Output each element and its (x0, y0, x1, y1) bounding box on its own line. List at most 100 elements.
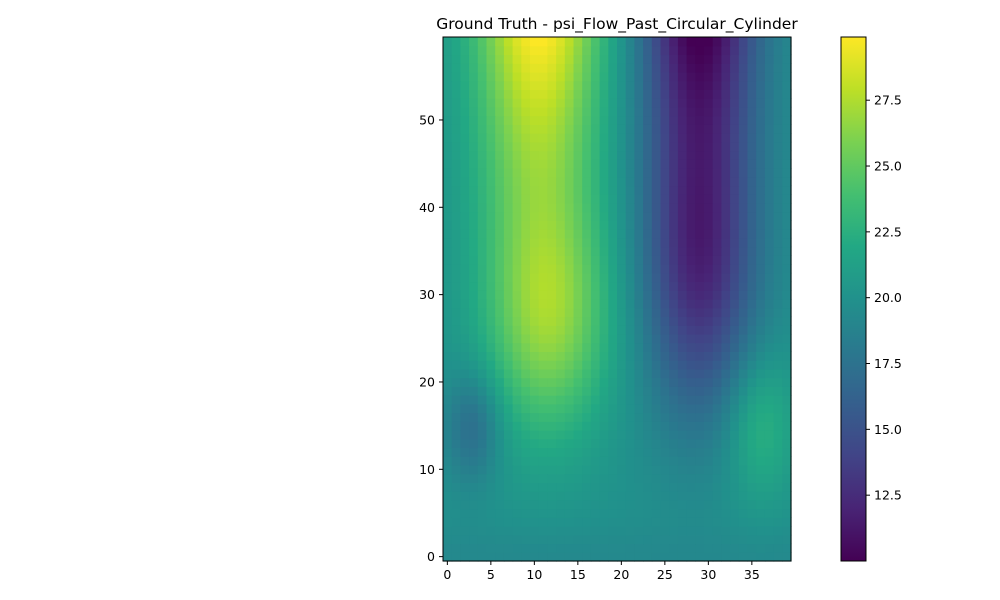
heatmap-cell (782, 491, 792, 501)
heatmap-cell (712, 54, 722, 64)
heatmap-cell (556, 552, 566, 562)
heatmap-cell (582, 430, 592, 440)
heatmap-cell (712, 360, 722, 370)
heatmap-cell (521, 307, 531, 318)
heatmap-cell (512, 299, 522, 309)
heatmap-cell (443, 333, 453, 344)
heatmap-cell (503, 71, 514, 82)
heatmap-cell (564, 517, 575, 527)
heatmap-cell (608, 377, 618, 387)
heatmap-cell (738, 403, 749, 414)
heatmap-cell (495, 307, 505, 318)
heatmap-cell (495, 534, 505, 545)
heatmap-cell (503, 237, 514, 248)
heatmap-cell (660, 237, 670, 248)
heatmap-cell (521, 237, 531, 248)
heatmap-cell (634, 517, 644, 527)
heatmap-cell (530, 473, 540, 483)
heatmap-cell (469, 237, 479, 248)
heatmap-cell (512, 159, 522, 169)
heatmap-cell (556, 264, 566, 274)
heatmap-cell (773, 543, 783, 553)
heatmap-cell (712, 124, 722, 134)
heatmap-cell (773, 45, 783, 56)
heatmap-cell (608, 342, 618, 352)
heatmap-cell (651, 281, 662, 291)
heatmap-cell (617, 395, 627, 405)
heatmap-cell (764, 307, 775, 318)
heatmap-cell (617, 98, 627, 108)
heatmap-cell (538, 421, 548, 431)
heatmap-cell (460, 255, 470, 265)
heatmap-cell (643, 45, 653, 56)
heatmap-cell (730, 307, 740, 318)
heatmap-cell (512, 508, 522, 518)
heatmap-cell (669, 124, 679, 134)
heatmap-cell (477, 185, 488, 195)
heatmap-cell (443, 526, 453, 536)
heatmap-cell (460, 264, 470, 274)
heatmap-cell (556, 360, 566, 370)
heatmap-cell (721, 115, 731, 125)
heatmap-cell (756, 106, 766, 117)
heatmap-cell (782, 168, 792, 178)
heatmap-cell (530, 430, 540, 440)
heatmap-cell (608, 456, 618, 466)
heatmap-cell (443, 63, 453, 73)
heatmap-cell (651, 98, 662, 108)
heatmap-cell (451, 124, 461, 134)
heatmap-cell (530, 386, 540, 396)
heatmap-cell (521, 229, 531, 239)
heatmap-cell (677, 403, 688, 414)
heatmap-cell (695, 508, 705, 518)
heatmap-cell (590, 386, 601, 396)
heatmap-cell (704, 237, 714, 248)
heatmap-cell (625, 237, 635, 248)
heatmap-cell (451, 106, 461, 117)
heatmap-cell (756, 438, 766, 449)
heatmap-cell (695, 552, 705, 562)
heatmap-cell (712, 281, 722, 291)
heatmap-cell (625, 264, 635, 274)
heatmap-cell (721, 473, 731, 483)
heatmap-cell (756, 63, 766, 73)
heatmap-cell (582, 351, 592, 361)
heatmap-cell (582, 159, 592, 169)
heatmap-cell (695, 237, 705, 248)
heatmap-cell (564, 211, 575, 221)
heatmap-cell (460, 395, 470, 405)
heatmap-cell (643, 543, 653, 553)
heatmap-cell (704, 220, 714, 230)
heatmap-cell (512, 150, 522, 160)
heatmap-cell (451, 45, 461, 56)
heatmap-cell (738, 264, 749, 274)
heatmap-cell (747, 342, 757, 352)
heatmap-cell (730, 351, 740, 361)
heatmap-cell (538, 325, 548, 335)
heatmap-cell (617, 333, 627, 344)
heatmap-cell (469, 473, 479, 483)
heatmap-cell (712, 342, 722, 352)
heatmap-cell (617, 63, 627, 73)
heatmap-cell (756, 237, 766, 248)
heatmap-cell (695, 386, 705, 396)
heatmap-cell (686, 255, 696, 265)
heatmap-cell (564, 351, 575, 361)
heatmap-cell (677, 342, 688, 352)
heatmap-cell (443, 552, 453, 562)
heatmap-cell (738, 71, 749, 82)
heatmap-cell (764, 534, 775, 545)
heatmap-cell (451, 438, 461, 449)
heatmap-cell (721, 229, 731, 239)
heatmap-cell (564, 159, 575, 169)
heatmap-cell (477, 255, 488, 265)
heatmap-cell (677, 482, 688, 492)
heatmap-cell (677, 220, 688, 230)
heatmap-cell (460, 377, 470, 387)
heatmap-cell (764, 255, 775, 265)
heatmap-cell (634, 185, 644, 195)
heatmap-cell (573, 377, 583, 387)
heatmap-cell (608, 80, 618, 90)
heatmap-cell (573, 255, 583, 265)
heatmap-cell (686, 377, 696, 387)
